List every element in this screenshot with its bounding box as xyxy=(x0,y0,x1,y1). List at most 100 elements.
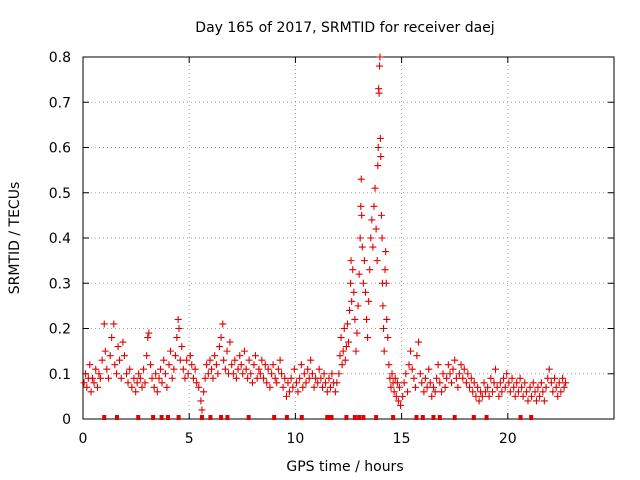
data-point xyxy=(464,370,472,378)
data-point xyxy=(402,370,410,378)
data-point xyxy=(114,343,122,351)
data-point xyxy=(378,234,386,242)
data-point xyxy=(374,144,382,151)
data-point xyxy=(181,374,189,382)
data-point xyxy=(466,383,474,391)
data-point xyxy=(214,370,222,378)
data-point xyxy=(308,370,316,378)
bottom-marker xyxy=(452,415,457,420)
data-point xyxy=(157,365,165,373)
data-point xyxy=(304,365,312,373)
data-point xyxy=(103,365,111,373)
data-point xyxy=(323,388,331,396)
axis-ticks xyxy=(82,56,614,420)
data-point xyxy=(365,297,373,305)
data-point xyxy=(237,361,245,369)
data-point xyxy=(521,379,529,387)
data-point xyxy=(363,315,371,323)
data-point xyxy=(469,388,477,396)
data-point xyxy=(481,388,489,396)
bottom-marker xyxy=(246,415,251,420)
data-point xyxy=(370,202,378,210)
data-point xyxy=(433,374,441,382)
data-point xyxy=(123,370,131,378)
data-point xyxy=(540,397,548,405)
bottom-marker xyxy=(357,415,362,420)
data-point xyxy=(209,374,217,382)
y-axis-label: SRMTID / TECUs xyxy=(7,182,23,295)
data-point xyxy=(140,365,148,373)
data-point xyxy=(212,361,220,369)
data-point xyxy=(384,334,392,342)
data-point xyxy=(374,162,382,170)
data-point xyxy=(501,383,509,391)
data-point xyxy=(467,374,475,382)
data-point xyxy=(337,334,345,342)
data-point xyxy=(349,266,357,274)
data-point xyxy=(268,370,276,378)
data-point xyxy=(495,392,503,400)
bottom-marker xyxy=(437,415,442,420)
data-point xyxy=(381,266,389,274)
data-point xyxy=(305,374,313,382)
data-point xyxy=(534,383,542,391)
data-point xyxy=(171,352,179,360)
data-series-srmtid xyxy=(80,53,570,414)
data-point xyxy=(104,374,112,382)
data-point xyxy=(158,379,166,387)
data-point xyxy=(491,365,499,373)
data-point xyxy=(231,356,239,364)
bottom-marker xyxy=(374,415,379,420)
bottom-marker xyxy=(114,415,119,420)
data-point xyxy=(319,383,327,391)
data-point xyxy=(545,365,553,373)
data-point xyxy=(200,388,208,396)
data-point xyxy=(434,361,442,369)
bottom-marker xyxy=(431,415,436,420)
data-point xyxy=(516,374,524,382)
data-point xyxy=(443,374,451,382)
data-point xyxy=(292,379,300,387)
data-point xyxy=(340,325,348,332)
data-point xyxy=(394,397,402,405)
data-point xyxy=(220,356,228,364)
data-point xyxy=(376,134,384,142)
data-point xyxy=(358,211,366,219)
data-point xyxy=(195,383,203,391)
data-point xyxy=(418,379,426,387)
data-point xyxy=(145,329,153,337)
data-point xyxy=(372,225,380,233)
data-point xyxy=(128,383,136,391)
data-point xyxy=(385,361,393,369)
data-point xyxy=(361,288,369,296)
data-point xyxy=(380,325,388,332)
data-point xyxy=(342,343,350,351)
data-point xyxy=(278,370,286,378)
data-point xyxy=(452,374,460,382)
data-point xyxy=(258,356,266,364)
bottom-marker xyxy=(199,415,204,420)
data-point xyxy=(347,257,355,265)
data-point xyxy=(336,352,344,360)
data-point xyxy=(375,89,383,97)
data-point xyxy=(338,361,346,369)
data-point xyxy=(350,288,358,296)
bottom-marker xyxy=(391,415,396,420)
data-point xyxy=(111,361,119,369)
data-point xyxy=(300,370,308,378)
data-point xyxy=(421,374,429,382)
data-point xyxy=(175,325,183,332)
bottom-marker xyxy=(471,415,476,420)
data-point xyxy=(93,383,101,391)
data-point xyxy=(174,315,182,323)
data-point xyxy=(136,374,144,382)
x-tick-labels: 0 5 10 15 20 xyxy=(79,431,517,447)
bottom-marker xyxy=(151,415,156,420)
data-point xyxy=(87,388,95,396)
data-point xyxy=(322,379,330,387)
data-point xyxy=(98,356,106,364)
y-tick-label: 0.4 xyxy=(49,231,71,247)
data-point xyxy=(357,175,365,183)
chart-title: Day 165 of 2017, SRMTID for receiver dae… xyxy=(195,20,494,36)
